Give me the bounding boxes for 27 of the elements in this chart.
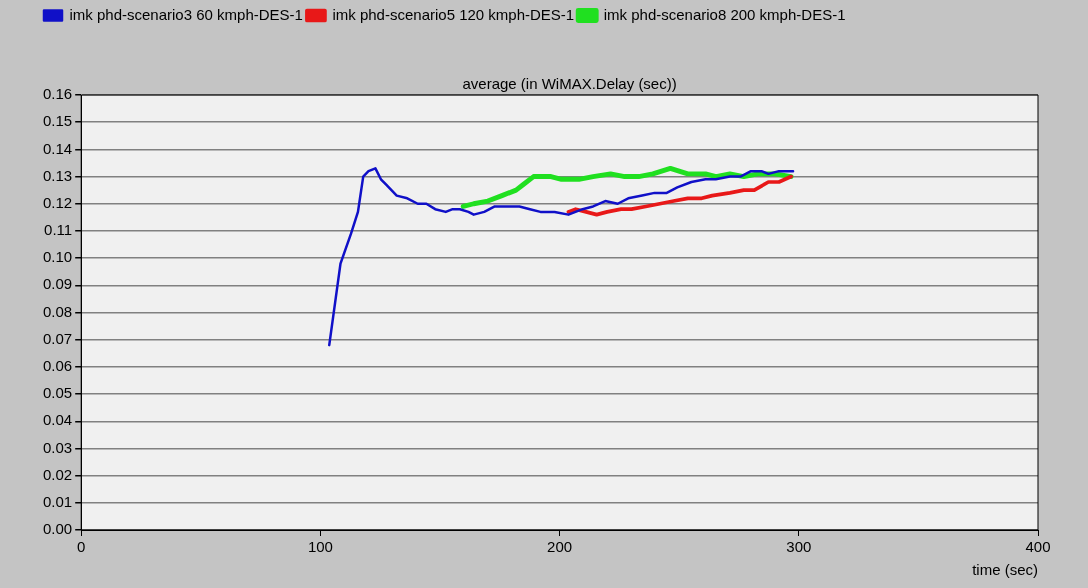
y-tick-label: 0.07	[42, 329, 73, 347]
y-tick-label: 0.04	[42, 411, 73, 429]
y-tick-label: 0.10	[42, 248, 73, 266]
legend-label: imk phd-scenario3 60 kmph-DES-1	[69, 5, 303, 23]
y-tick-label: 0.16	[42, 85, 73, 103]
y-tick-label: 0.09	[42, 275, 73, 293]
y-tick-label: 0.13	[42, 166, 73, 184]
x-tick-label: 200	[547, 538, 573, 556]
y-tick-label: 0.03	[42, 438, 73, 456]
y-tick-label: 0.11	[44, 221, 73, 239]
x-tick-label: 400	[1025, 538, 1051, 556]
chart-title: average (in WiMAX.Delay (sec))	[462, 74, 677, 92]
legend-label: imk phd-scenario8 200 kmph-DES-1	[603, 5, 846, 23]
x-axis-title: time (sec)	[972, 561, 1038, 579]
legend-label: imk phd-scenario5 120 kmph-DES-1	[332, 5, 575, 23]
y-tick-label: 0.08	[42, 302, 73, 320]
y-tick-label: 0.05	[42, 384, 73, 402]
y-tick-label: 0.15	[42, 112, 73, 130]
y-tick-label: 0.12	[42, 193, 73, 211]
y-tick-label: 0.01	[42, 492, 73, 510]
x-tick-label: 300	[786, 538, 812, 556]
y-tick-label: 0.00	[42, 520, 73, 538]
y-tick-label: 0.14	[42, 139, 73, 157]
x-tick-label: 100	[307, 538, 333, 556]
y-tick-label: 0.02	[42, 465, 73, 483]
x-tick-label: 0	[77, 538, 86, 556]
y-tick-label: 0.06	[42, 357, 73, 375]
